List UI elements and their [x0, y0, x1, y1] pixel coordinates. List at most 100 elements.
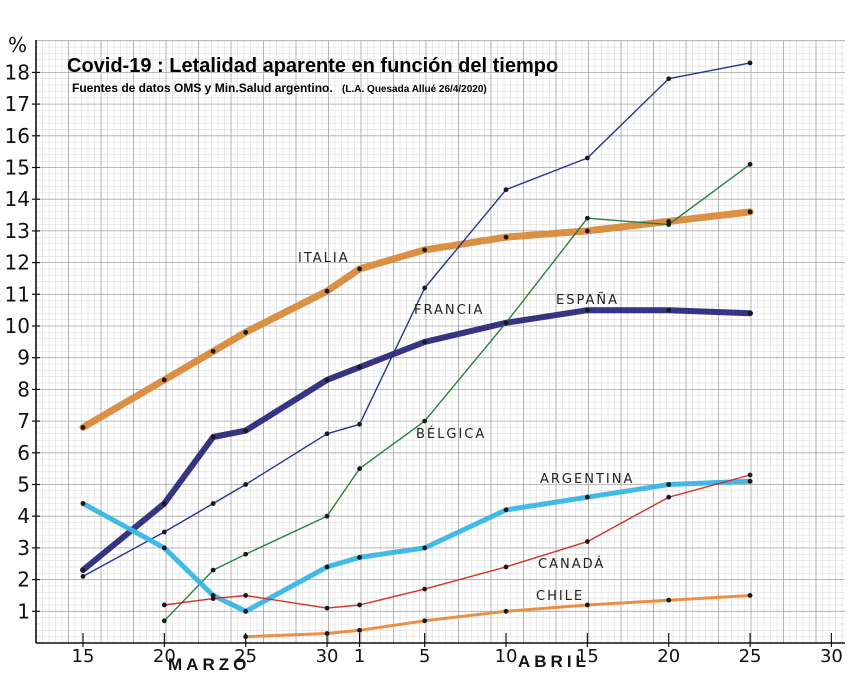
y-tick-label: 5 — [17, 473, 30, 497]
data-point-canada — [210, 596, 216, 602]
data-point-italia — [210, 348, 216, 354]
y-tick-label: 1 — [17, 599, 30, 623]
data-point-belgica — [357, 466, 362, 472]
data-point-espana — [422, 339, 428, 345]
data-point-argentina — [422, 545, 428, 551]
y-unit-label: % — [8, 33, 27, 57]
data-point-argentina — [243, 608, 249, 614]
x-tick-label: 1 — [354, 646, 365, 667]
data-point-espana — [161, 501, 167, 506]
grid-major — [35, 40, 845, 644]
data-point-argentina — [747, 478, 753, 484]
data-point-chile — [584, 602, 590, 608]
data-point-canada — [324, 605, 330, 611]
chart-subtitle-main: Fuentes de datos OMS y Min.Salud argenti… — [72, 81, 333, 95]
chart-title: Covid-19 : Letalidad aparente en función… — [67, 55, 558, 77]
data-point-francia — [666, 76, 672, 82]
series-labels: ITALIA ESPAÑA FRANCIA BÉLGICA ARGENTINA CANAD… — [298, 251, 634, 604]
series-line-chile — [244, 594, 752, 639]
data-point-chile — [747, 593, 753, 598]
data-point-belgica — [324, 513, 330, 519]
data-point-argentina — [357, 555, 362, 560]
data-point-italia — [357, 266, 362, 272]
axes — [35, 40, 845, 644]
data-point-italia — [243, 329, 249, 335]
data-point-francia — [747, 60, 753, 66]
y-tick-label: 4 — [17, 504, 30, 528]
chart-author-note: (L.A. Quesada Allué 26/4/2020) — [342, 84, 487, 95]
data-point-belgica — [503, 320, 509, 326]
data-point-argentina — [584, 494, 590, 500]
series-line-belgica — [163, 163, 751, 622]
series-label-italia: ITALIA — [298, 251, 350, 266]
x-tick-label: 15 — [72, 646, 95, 667]
y-tick-label: 3 — [17, 536, 30, 560]
data-point-argentina — [80, 501, 86, 506]
data-point-belgica — [161, 618, 167, 624]
data-point-italia — [747, 209, 753, 215]
data-point-canada — [503, 564, 509, 570]
x-tick-label: 25 — [739, 646, 762, 667]
y-tick-label: 2 — [17, 568, 30, 592]
data-point-belgica — [243, 551, 249, 557]
series-line-canada — [163, 474, 751, 609]
data-point-canada — [747, 472, 753, 478]
x-tick-label: 25 — [234, 646, 257, 667]
x-tick-label: 5 — [419, 646, 430, 667]
data-point-italia — [80, 425, 86, 430]
x-tick-label: 20 — [153, 646, 176, 667]
y-tick-label: 16 — [5, 124, 30, 148]
data-point-chile — [243, 634, 249, 640]
x-ticks: 15 20 25 30 1 5 10 15 20 25 30 — [72, 633, 843, 667]
grid-minor — [35, 40, 845, 644]
data-point-espana — [80, 567, 86, 573]
data-point-belgica — [422, 418, 428, 424]
data-point-italia — [161, 377, 167, 383]
series-label-belgica: BÉLGICA — [416, 426, 486, 442]
y-tick-label: 12 — [5, 251, 30, 275]
data-point-francia — [161, 529, 167, 535]
data-point-espana — [357, 364, 362, 370]
data-point-chile — [503, 608, 509, 614]
data-point-francia — [324, 431, 330, 437]
data-point-italia — [422, 247, 428, 253]
data-point-chile — [324, 631, 330, 636]
data-point-belgica — [747, 161, 753, 167]
x-tick-label: 30 — [316, 646, 339, 667]
data-point-canada — [584, 539, 590, 544]
data-point-espana — [666, 307, 672, 313]
data-point-canada — [357, 602, 362, 608]
data-point-chile — [666, 597, 672, 603]
series-label-chile: CHILE — [536, 589, 584, 604]
y-tick-label: 6 — [17, 441, 30, 465]
data-point-canada — [666, 494, 672, 500]
x-tick-label: 10 — [495, 646, 518, 667]
data-point-francia — [503, 187, 509, 193]
data-point-espana — [584, 307, 590, 313]
series-label-argentina: ARGENTINA — [540, 472, 634, 487]
y-tick-label: 17 — [5, 92, 30, 116]
y-tick-label: 18 — [5, 60, 30, 84]
data-point-chile — [422, 618, 428, 624]
data-point-francia — [357, 421, 362, 427]
y-tick-label: 14 — [5, 187, 30, 211]
data-point-espana — [243, 428, 249, 434]
x-tick-label: 20 — [657, 646, 680, 667]
data-point-francia — [210, 501, 216, 506]
x-tick-label: 15 — [576, 646, 599, 667]
data-point-italia — [324, 288, 330, 294]
y-tick-label: 7 — [17, 409, 30, 433]
data-point-francia — [584, 155, 590, 161]
data-point-chile — [357, 627, 362, 633]
data-point-argentina — [324, 564, 330, 570]
series-label-francia: FRANCIA — [414, 303, 484, 318]
data-point-canada — [243, 593, 249, 598]
chart-subtitle: Fuentes de datos OMS y Min.Salud argenti… — [72, 81, 487, 95]
y-tick-label: 13 — [5, 219, 30, 243]
data-point-espana — [747, 310, 753, 316]
series-lines — [79, 60, 754, 640]
data-point-argentina — [666, 482, 672, 487]
y-tick-label: 15 — [5, 156, 30, 180]
data-point-francia — [422, 285, 428, 291]
